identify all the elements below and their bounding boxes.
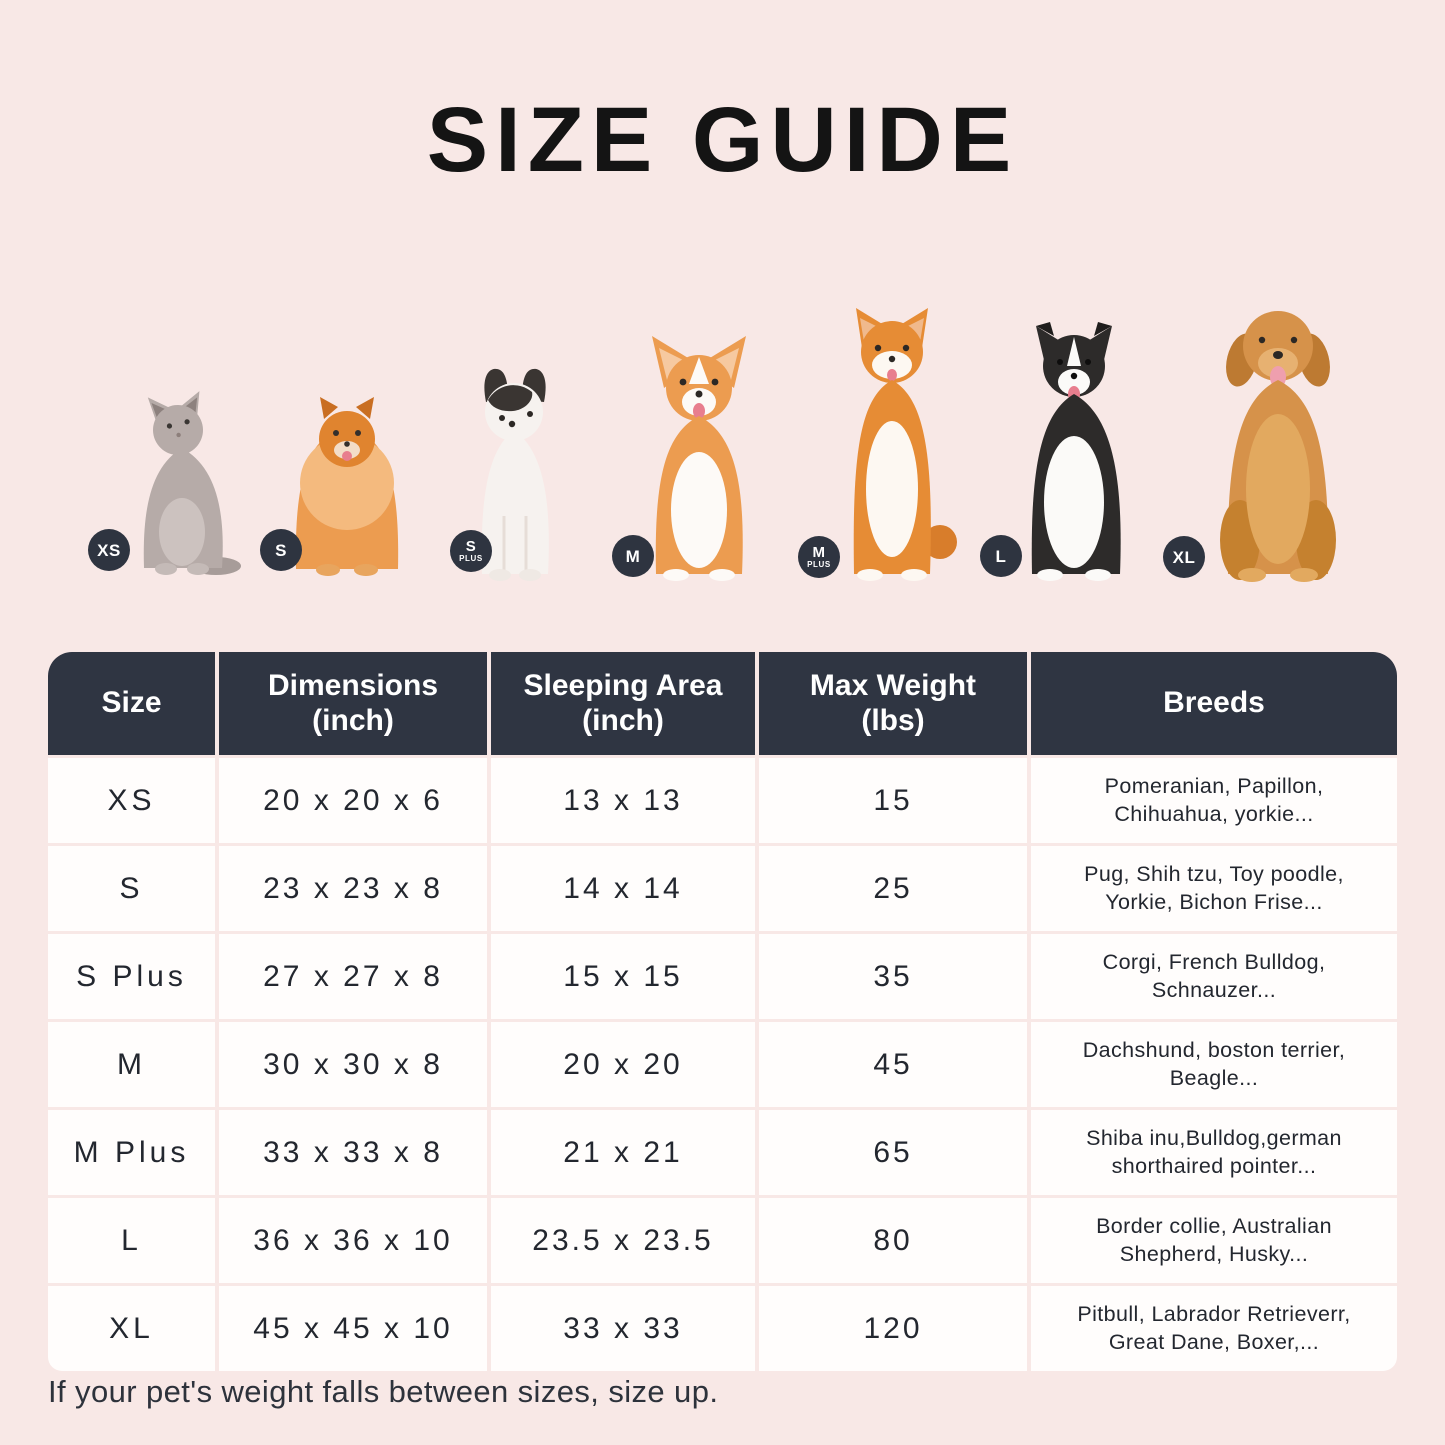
- cell-max-weight: 45: [759, 1022, 1027, 1107]
- pet-cat: [118, 390, 248, 580]
- cell-breeds: Pug, Shih tzu, Toy poodle, Yorkie, Bicho…: [1031, 846, 1397, 931]
- cell-breeds: Pomeranian, Papillon, Chihuahua, yorkie.…: [1031, 758, 1397, 843]
- cell-size: M: [48, 1022, 215, 1107]
- pomeranian-illustration: [295, 397, 399, 576]
- golden-retriever-illustration: [1220, 311, 1336, 582]
- cell-dimensions: 27 x 27 x 8: [219, 934, 487, 1019]
- size-badge-m-plus: M PLUS: [798, 536, 840, 578]
- column-header-sleeping-area: Sleeping Area (inch): [491, 652, 755, 755]
- size-badge-xl: XL: [1163, 536, 1205, 578]
- column-header-breeds: Breeds: [1031, 652, 1397, 755]
- badge-label: L: [995, 546, 1007, 566]
- badge-sublabel: PLUS: [807, 560, 831, 569]
- pet-corgi: [612, 330, 787, 582]
- column-header-max-weight: Max Weight (lbs): [759, 652, 1027, 755]
- pet-french-bulldog: [448, 364, 583, 582]
- cat-illustration: [143, 391, 241, 575]
- cell-breeds: Dachshund, boston terrier, Beagle...: [1031, 1022, 1397, 1107]
- cell-size: XS: [48, 758, 215, 843]
- corgi-illustration: [652, 336, 746, 581]
- size-guide-table: Size Dimensions (inch) Sleeping Area (inch…: [48, 652, 1397, 1371]
- cell-sleeping-area: 15 x 15: [491, 934, 755, 1019]
- cell-max-weight: 65: [759, 1110, 1027, 1195]
- size-badge-s-plus: S PLUS: [450, 530, 492, 572]
- border-collie-illustration: [1031, 322, 1121, 581]
- size-badge-s: S: [260, 529, 302, 571]
- page-title: SIZE GUIDE: [426, 89, 1019, 191]
- size-badge-xs: XS: [88, 529, 130, 571]
- cell-sleeping-area: 33 x 33: [491, 1286, 755, 1371]
- cell-breeds: Corgi, French Bulldog, Schnauzer...: [1031, 934, 1397, 1019]
- badge-sublabel: PLUS: [459, 554, 483, 563]
- cell-sleeping-area: 13 x 13: [491, 758, 755, 843]
- cell-sleeping-area: 20 x 20: [491, 1022, 755, 1107]
- cell-size: M Plus: [48, 1110, 215, 1195]
- cell-size: L: [48, 1198, 215, 1283]
- cell-sleeping-area: 21 x 21: [491, 1110, 755, 1195]
- size-badge-m: M: [612, 535, 654, 577]
- pet-border-collie: [986, 320, 1166, 582]
- cell-max-weight: 25: [759, 846, 1027, 931]
- cell-max-weight: 120: [759, 1286, 1027, 1371]
- cell-dimensions: 33 x 33 x 8: [219, 1110, 487, 1195]
- cell-dimensions: 30 x 30 x 8: [219, 1022, 487, 1107]
- pet-golden-retriever: [1178, 294, 1383, 582]
- shiba-inu-illustration: [853, 308, 957, 581]
- cell-dimensions: 20 x 20 x 6: [219, 758, 487, 843]
- badge-label: XL: [1172, 547, 1196, 567]
- pet-shiba-inu: [806, 304, 978, 582]
- cell-breeds: Pitbull, Labrador Retrieverr, Great Dane…: [1031, 1286, 1397, 1371]
- cell-max-weight: 35: [759, 934, 1027, 1019]
- cell-size: XL: [48, 1286, 215, 1371]
- column-header-dimensions: Dimensions (inch): [219, 652, 487, 755]
- cell-dimensions: 36 x 36 x 10: [219, 1198, 487, 1283]
- badge-label: S: [465, 538, 477, 555]
- cell-max-weight: 15: [759, 758, 1027, 843]
- cell-max-weight: 80: [759, 1198, 1027, 1283]
- cell-dimensions: 45 x 45 x 10: [219, 1286, 487, 1371]
- sizing-note: If your pet's weight falls between sizes…: [48, 1374, 719, 1409]
- badge-label: M: [625, 546, 641, 566]
- cell-sleeping-area: 14 x 14: [491, 846, 755, 931]
- cell-size: S: [48, 846, 215, 931]
- french-bulldog-illustration: [481, 368, 549, 581]
- column-header-size: Size: [48, 652, 215, 755]
- size-badge-l: L: [980, 535, 1022, 577]
- badge-label: S: [275, 540, 287, 560]
- cell-breeds: Border collie, Australian Shepherd, Husk…: [1031, 1198, 1397, 1283]
- cell-dimensions: 23 x 23 x 8: [219, 846, 487, 931]
- badge-label: XS: [97, 540, 121, 560]
- cell-size: S Plus: [48, 934, 215, 1019]
- pet-pomeranian: [272, 387, 422, 582]
- badge-label: M: [812, 544, 826, 561]
- cell-sleeping-area: 23.5 x 23.5: [491, 1198, 755, 1283]
- cell-breeds: Shiba inu,Bulldog,german shorthaired poi…: [1031, 1110, 1397, 1195]
